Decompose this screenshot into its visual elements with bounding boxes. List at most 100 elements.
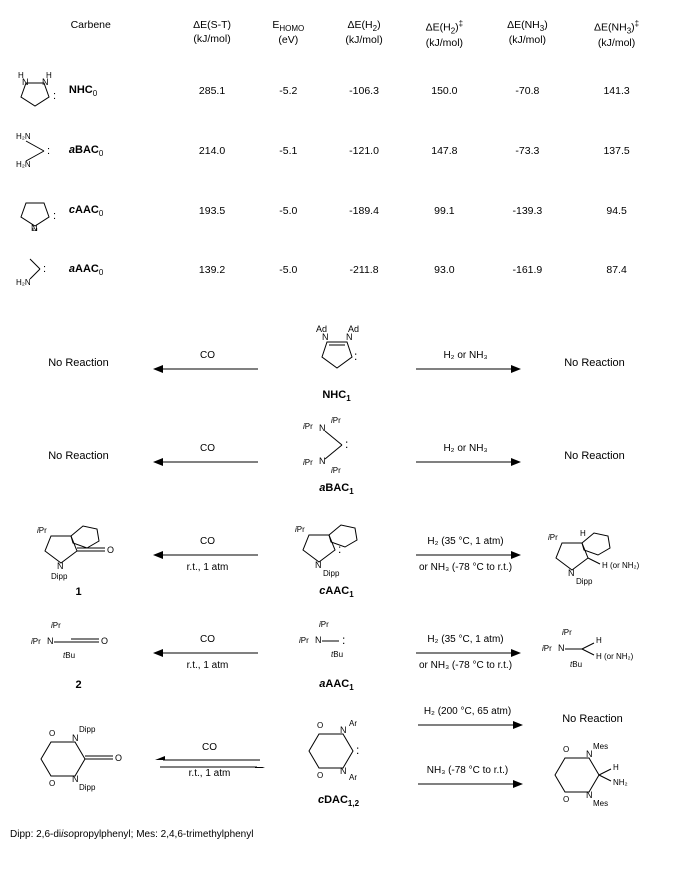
struct-product-2: O N iPr iPr tBu — [29, 614, 129, 674]
col-denh3: ΔE(NH3)(kJ/mol) — [485, 15, 571, 61]
svg-text:Ad: Ad — [316, 324, 327, 334]
svg-text:N: N — [315, 635, 322, 645]
svg-text:N: N — [340, 766, 347, 776]
arrow-right-icon — [413, 718, 523, 732]
struct-abac1: : N N iPr iPr iPr iPr — [297, 417, 377, 477]
scheme-footnote: Dipp: 2,6-diisopropylphenyl; Mes: 2,4,6-… — [10, 829, 663, 840]
right-result-h2: No Reaction — [528, 713, 658, 725]
struct-caac0: N H : H — [16, 191, 60, 231]
cell: -5.1 — [253, 121, 324, 181]
svg-text::: : — [53, 210, 56, 222]
cell: 150.0 — [404, 61, 484, 121]
struct-cdac-nh3: H NH₂ N N O O Mes Mes — [545, 740, 640, 812]
left-result: No Reaction — [14, 450, 144, 462]
svg-text::: : — [354, 349, 357, 363]
svg-text::: : — [345, 437, 348, 451]
svg-text:H: H — [18, 71, 24, 80]
cell: 193.5 — [171, 181, 252, 241]
svg-text:O: O — [101, 636, 108, 646]
svg-text:Dipp: Dipp — [79, 725, 96, 734]
arrow-right: H₂ or NH₃ — [406, 350, 526, 376]
svg-text:iPr: iPr — [31, 637, 41, 646]
scheme-row-nhc1: No Reaction CO : N N Ad Ad NHC1 H₂ or NH… — [10, 324, 663, 403]
svg-text:NH₂: NH₂ — [613, 778, 628, 787]
svg-text:iPr: iPr — [562, 628, 572, 637]
svg-text:N: N — [558, 643, 565, 653]
cell: -5.0 — [253, 241, 324, 299]
svg-text:iPr: iPr — [299, 636, 309, 645]
label-cdac: cDAC1,2 — [274, 794, 404, 808]
table-row: N H : H cAAC0 193.5 -5.0 -189.4 99.1 -13… — [10, 181, 663, 241]
reaction-scheme: No Reaction CO : N N Ad Ad NHC1 H₂ or NH… — [10, 324, 663, 841]
cell: 147.8 — [404, 121, 484, 181]
cell: -5.2 — [253, 61, 324, 121]
arrow-equil-icon — [155, 754, 265, 768]
svg-text:H₂N: H₂N — [16, 132, 31, 141]
scheme-row-abac1: No Reaction CO : N N iPr iPr iPr iPr aBA… — [10, 417, 663, 496]
svg-text:O: O — [563, 745, 569, 754]
cell: -106.3 — [324, 61, 404, 121]
label-nhc1: NHC1 — [272, 389, 402, 403]
svg-text:iPr: iPr — [319, 620, 329, 629]
arrow-left-icon — [153, 455, 263, 469]
cell: 99.1 — [404, 181, 484, 241]
cell: -189.4 — [324, 181, 404, 241]
svg-text:Dipp: Dipp — [51, 572, 68, 581]
arrow-left: CO — [148, 350, 268, 376]
svg-text:N: N — [47, 636, 54, 646]
arrow-left-icon — [153, 548, 263, 562]
svg-text::: : — [342, 633, 345, 647]
svg-text:H (or NH₂): H (or NH₂) — [596, 652, 634, 661]
arrow-left-icon — [153, 646, 263, 660]
scheme-row-aaac1: O N iPr iPr tBu 2 CO r.t., 1 atm : N iPr… — [10, 613, 663, 692]
label-prod1: 1 — [14, 586, 144, 598]
label-nhc0: NHC0 — [69, 84, 97, 98]
arrow-right-h2: H₂ (200 °C, 65 atm) — [408, 706, 528, 732]
arrow-right-icon — [411, 548, 521, 562]
svg-text:iPr: iPr — [548, 533, 558, 542]
svg-text:tBu: tBu — [63, 651, 75, 660]
cell: -139.3 — [485, 181, 571, 241]
left-result: No Reaction — [14, 357, 144, 369]
svg-text:N: N — [72, 774, 79, 784]
svg-text::: : — [43, 263, 46, 275]
scheme-row-cdac: O N N O O Dipp Dipp CO r.t., 1 atm : — [10, 706, 663, 815]
svg-text:tBu: tBu — [331, 650, 343, 659]
svg-text:H: H — [580, 529, 586, 538]
cell: -211.8 — [324, 241, 404, 299]
svg-text:Ad: Ad — [348, 324, 359, 334]
struct-product-1: O N Dipp iPr — [29, 511, 129, 581]
label-aaac0: aAAC0 — [69, 263, 103, 277]
svg-text:O: O — [107, 545, 114, 555]
table-row: H₂N : aAAC0 139.2 -5.0 -211.8 93.0 -161.… — [10, 241, 663, 299]
cell: 93.0 — [404, 241, 484, 299]
svg-text:H₂N: H₂N — [16, 278, 31, 287]
label-caac1: cAAC1 — [272, 585, 402, 599]
svg-text::: : — [53, 90, 56, 102]
table-row: N N H H : NHC0 285.1 -5.2 -106.3 150.0 -… — [10, 61, 663, 121]
col-deh2d: ΔE(H2)‡(kJ/mol) — [404, 15, 484, 61]
col-carbene: Carbene — [10, 15, 171, 61]
arrow-right-icon — [411, 646, 521, 660]
col-denh3d: ΔE(NH3)‡(kJ/mol) — [570, 15, 663, 61]
svg-text:Ar: Ar — [349, 719, 357, 728]
cell: -161.9 — [485, 241, 571, 299]
cell: 94.5 — [570, 181, 663, 241]
svg-text:N: N — [72, 733, 79, 743]
cell: 87.4 — [570, 241, 663, 299]
svg-text:H: H — [32, 227, 38, 231]
svg-text::: : — [47, 145, 50, 157]
svg-text:Ar: Ar — [349, 773, 357, 782]
arrow-left-icon — [153, 362, 263, 376]
cell: -121.0 — [324, 121, 404, 181]
svg-text:N: N — [319, 456, 326, 466]
svg-text:Dipp: Dipp — [323, 569, 340, 578]
arrow-left: CO r.t., 1 atm — [148, 536, 268, 574]
svg-text:iPr: iPr — [331, 466, 341, 475]
right-result: No Reaction — [530, 357, 660, 369]
struct-aaac1: : N iPr iPr tBu — [297, 613, 377, 673]
svg-text:N: N — [568, 568, 575, 578]
arrow-right-nh3: NH₃ (-78 °C to r.t.) — [408, 765, 528, 791]
svg-text:Dipp: Dipp — [576, 577, 593, 586]
svg-text:N: N — [340, 725, 347, 735]
